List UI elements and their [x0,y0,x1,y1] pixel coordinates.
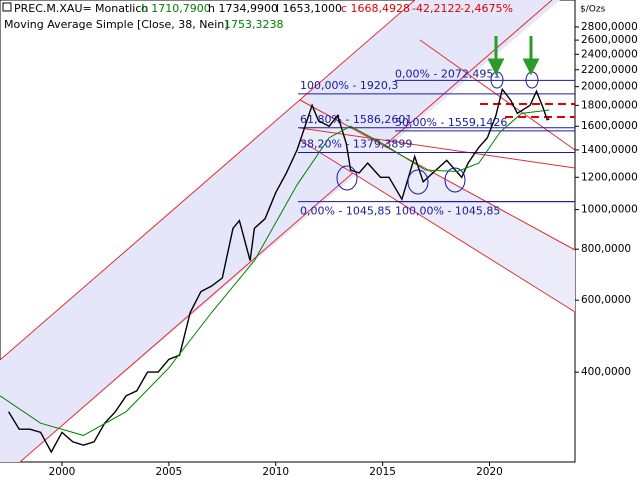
fib-label: 50,00% - 1559,1426 [395,116,507,129]
y-tick-label: 1200,0000 [581,171,638,183]
high: h 1734,9900 [208,2,278,15]
y-tick-label: 1000,0000 [581,204,638,216]
y-tick-label: 2000,0000 [581,81,638,93]
fib-label: 100,00% - 1045,85 [395,205,500,218]
open: o 1710,7900 [141,2,211,15]
channel-line [0,0,416,361]
y-tick-label: 2800,0000 [581,21,638,33]
y-tick-label: 1600,0000 [581,120,638,132]
x-tick-label: 2010 [262,466,289,478]
y-tick-label: 2200,0000 [581,64,638,76]
x-tick-label: 2005 [155,466,182,478]
circle-mark [444,167,466,193]
low: l 1653,1000 [276,2,342,15]
channel-line [299,99,576,251]
indicator-value: 1753,3238 [224,18,284,31]
change: -42,2122 [412,2,461,15]
y-tick-label: 600,0000 [581,294,631,306]
timeframe: Monatlich [95,2,148,15]
y-tick-label: 400,0000 [581,366,631,378]
moving-average [0,109,550,436]
symbol-icon [2,2,12,12]
fib-label: 0,00% - 2072,4951 [395,67,500,80]
arrows [487,36,540,76]
y-tick-label: 2600,0000 [581,34,638,46]
change-pct: -2,4675% [460,2,513,15]
channel-line [19,0,553,463]
close: c 1668,4928 [341,2,410,15]
symbol: PREC.M.XAU= [14,2,92,15]
x-tick-label: 2015 [369,466,396,478]
fib-label: 38,20% - 1379,3899 [300,138,412,151]
y-tick-label: 1400,0000 [581,144,638,156]
circle-mark [407,169,429,195]
indicator: Moving Average Simple [Close, 38, Nein] [4,18,229,31]
channel-line [419,39,576,151]
y-tick-label: 800,0000 [581,243,631,255]
fib-label: 61,80% - 1586,2601 [300,113,412,126]
unit: $/Ozs [580,5,606,15]
y-tick-label: 1800,0000 [581,99,638,111]
arrow-head [487,58,505,76]
price-line [8,87,550,454]
fib-label: 0,00% - 1045,85 [300,205,391,218]
y-tick-label: 2400,0000 [581,48,638,60]
channel-line [299,139,576,313]
fib-label: 100,00% - 1920,3 [300,79,398,92]
arrow-head [522,58,540,76]
x-tick-label: 2000 [49,466,76,478]
circle-mark [336,165,358,191]
channel-fill [0,0,560,462]
channel-line [299,127,576,169]
x-tick-label: 2020 [476,466,503,478]
